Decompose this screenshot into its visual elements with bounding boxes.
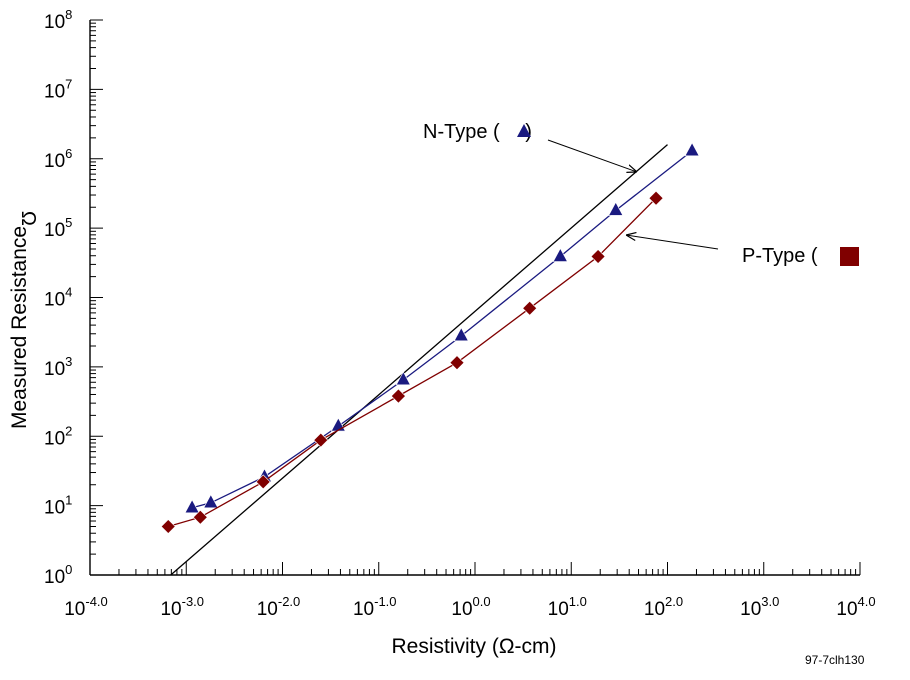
y-tick-label: 105 xyxy=(44,215,72,241)
series-layer xyxy=(160,142,700,534)
x-tick-label: 10-1.0 xyxy=(353,594,397,620)
y-tick-exponent: 6 xyxy=(65,146,72,161)
y-axis-title-text: Measured ResistanceƱ xyxy=(8,211,41,429)
x-tick-exponent: 0.0 xyxy=(473,594,491,609)
x-tick-exponent: -2.0 xyxy=(278,594,300,609)
n-type-label-prefix: N-Type ( xyxy=(423,121,500,143)
p-type-legend-marker xyxy=(840,247,859,266)
x-axis-title: Resistivity (Ω-cm) xyxy=(391,635,556,658)
x-tick-label: 102.0 xyxy=(644,594,683,620)
x-tick-exponent: -4.0 xyxy=(85,594,107,609)
y-tick-exponent: 0 xyxy=(65,562,72,577)
y-tick-base: 10 xyxy=(44,81,65,102)
x-tick-label: 103.0 xyxy=(740,594,779,620)
x-tick-label: 100.0 xyxy=(451,594,490,620)
p-type-label: P-Type () xyxy=(742,245,852,267)
y-tick-base: 10 xyxy=(44,12,65,33)
figure-id: 97-7clh130 xyxy=(805,653,865,667)
series-line xyxy=(168,197,657,528)
y-tick-base: 10 xyxy=(44,498,65,519)
x-tick-base: 10 xyxy=(160,599,181,620)
y-axis-title-main: Measured Resistance xyxy=(8,226,31,429)
p-type-point xyxy=(160,519,176,534)
p-type-point xyxy=(522,300,538,316)
y-tick-exponent: 1 xyxy=(65,493,72,508)
y-tick-base: 10 xyxy=(44,359,65,380)
y-tick-base: 10 xyxy=(44,220,65,241)
y-tick-base: 10 xyxy=(44,428,65,449)
plot-frame xyxy=(89,20,860,576)
n-type-label: N-Type ( ) xyxy=(423,121,532,143)
p-type-point xyxy=(590,249,606,264)
y-tick-label: 106 xyxy=(44,146,72,172)
x-tick-base: 10 xyxy=(644,599,665,620)
p-type-point xyxy=(390,388,406,404)
series-p-type xyxy=(160,190,664,534)
y-tick-exponent: 4 xyxy=(65,285,72,300)
y-tick-label: 104 xyxy=(44,285,72,311)
x-tick-base: 10 xyxy=(64,599,85,620)
x-tick-label: 10-3.0 xyxy=(160,594,204,620)
n-type-point xyxy=(395,371,411,386)
x-tick-label: 101.0 xyxy=(548,594,587,620)
reference-line-path xyxy=(170,144,668,576)
n-type-point xyxy=(608,201,624,216)
x-tick-exponent: 3.0 xyxy=(761,594,779,609)
n-type-point xyxy=(684,142,700,157)
n-type-point xyxy=(453,327,469,342)
p-type-point xyxy=(255,474,271,490)
x-tick-base: 10 xyxy=(548,599,569,620)
p-type-point xyxy=(648,190,664,206)
y-tick-base: 10 xyxy=(44,290,65,311)
x-tick-base: 10 xyxy=(740,599,761,620)
n-type-legend-marker xyxy=(517,124,531,137)
p-type-point xyxy=(192,509,208,525)
x-tick-exponent: 4.0 xyxy=(858,594,876,609)
x-tick-label: 10-2.0 xyxy=(257,594,301,620)
y-axis-title: Measured ResistanceƱ xyxy=(8,211,41,429)
n-type-point xyxy=(184,499,200,514)
x-tick-exponent: 2.0 xyxy=(665,594,683,609)
x-tick-label: 10-4.0 xyxy=(64,594,108,620)
n-type-arrow xyxy=(547,139,637,172)
y-tick-exponent: 2 xyxy=(65,423,72,438)
y-tick-exponent: 5 xyxy=(65,215,72,230)
y-tick-base: 10 xyxy=(44,567,65,588)
n-type-annotation: N-Type ( ) xyxy=(423,121,637,172)
reference-line xyxy=(170,144,668,576)
x-tick-base: 10 xyxy=(353,599,374,620)
y-tick-label: 107 xyxy=(44,76,72,102)
series-n-type xyxy=(184,142,700,514)
y-tick-exponent: 3 xyxy=(65,354,72,369)
y-tick-label: 101 xyxy=(44,493,72,519)
y-tick-exponent: 7 xyxy=(65,76,72,91)
tick-labels: 10-4.0 10-3.0 10-2.0 10-1.0 100.0 101.0 102.0 1… xyxy=(44,7,876,620)
n-type-point xyxy=(552,247,568,262)
y-tick-base: 10 xyxy=(44,151,65,172)
y-tick-label: 102 xyxy=(44,423,72,449)
y-tick-label: 108 xyxy=(44,7,72,33)
x-tick-base: 10 xyxy=(257,599,278,620)
n-type-point xyxy=(330,417,346,432)
x-tick-exponent: -1.0 xyxy=(374,594,396,609)
axis-ticks xyxy=(89,19,861,576)
x-tick-base: 10 xyxy=(836,599,857,620)
p-type-point xyxy=(449,355,465,371)
y-axis-title-symbol: Ʊ xyxy=(19,211,41,226)
p-type-annotation: P-Type () xyxy=(626,235,859,267)
x-tick-label: 104.0 xyxy=(836,594,875,620)
x-tick-base: 10 xyxy=(451,599,472,620)
y-tick-label: 100 xyxy=(44,562,72,588)
p-type-label-prefix: P-Type ( xyxy=(742,245,818,267)
x-tick-exponent: -3.0 xyxy=(182,594,204,609)
y-tick-exponent: 8 xyxy=(65,7,72,22)
n-type-point xyxy=(203,494,219,509)
y-tick-label: 103 xyxy=(44,354,72,380)
p-type-point xyxy=(313,432,329,448)
p-type-arrow xyxy=(626,235,719,250)
x-tick-exponent: 1.0 xyxy=(569,594,587,609)
